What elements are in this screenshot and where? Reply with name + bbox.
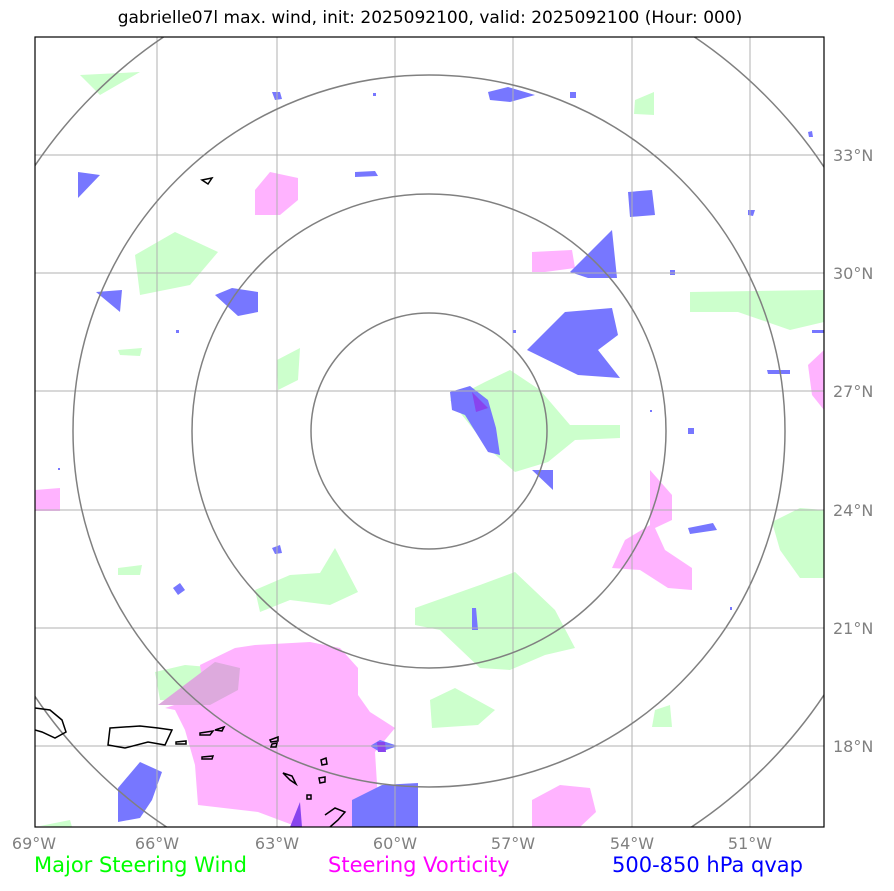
lat-tick-label: 24°N: [833, 501, 873, 520]
map-title: gabrielle07l max. wind, init: 2025092100…: [117, 8, 743, 28]
lon-tick-label: 63°W: [255, 834, 299, 853]
legend-wind: Major Steering Wind: [34, 853, 247, 877]
lon-tick-label: 66°W: [135, 834, 179, 853]
longitude-labels: 69°W 66°W 63°W 60°W 57°W 54°W 51°W: [12, 834, 772, 853]
lat-tick-label: 27°N: [833, 382, 873, 401]
lat-tick-label: 30°N: [833, 264, 873, 283]
lat-tick-label: 21°N: [833, 619, 873, 638]
lat-tick-label: 18°N: [833, 737, 873, 756]
qvap-vorticity-overlap: [290, 392, 488, 827]
legend-qvap: 500-850 hPa qvap: [612, 853, 803, 877]
latitude-labels: 33°N 30°N 27°N 24°N 21°N 18°N: [833, 146, 873, 756]
lon-tick-label: 69°W: [12, 834, 56, 853]
overlap-area: [158, 662, 240, 705]
minor-specks: [58, 93, 732, 610]
qvap-areas: [78, 87, 824, 827]
lon-tick-label: 51°W: [728, 834, 772, 853]
steering-wind-areas: [40, 72, 824, 827]
plot-frame: [34, 36, 825, 828]
graticule: [35, 37, 824, 827]
coastlines: [35, 176, 347, 827]
lon-tick-label: 54°W: [610, 834, 654, 853]
lat-tick-label: 33°N: [833, 146, 873, 165]
legend-vorticity: Steering Vorticity: [328, 853, 510, 877]
lon-tick-label: 60°W: [373, 834, 417, 853]
lon-tick-label: 57°W: [491, 834, 535, 853]
